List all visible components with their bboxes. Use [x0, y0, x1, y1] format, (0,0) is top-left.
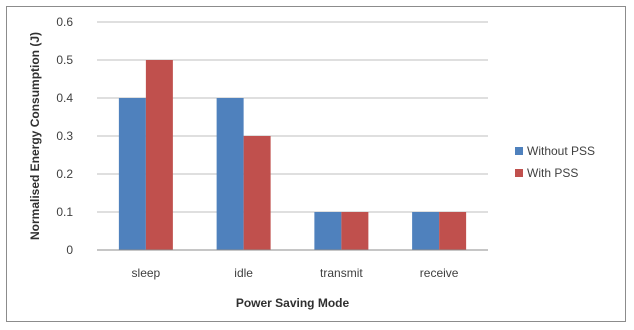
y-tick-label: 0.1 [56, 205, 73, 219]
x-tick-labels: sleep idle transmit receive [132, 266, 459, 280]
y-axis-title: Normalised Energy Consumption (J) [28, 32, 42, 240]
bar-without-pss-receive [412, 212, 440, 250]
bar-without-pss-sleep [118, 98, 146, 250]
legend-swatch [515, 147, 523, 155]
bar-without-pss-idle [216, 98, 244, 250]
y-tick-label: 0.6 [56, 15, 73, 29]
y-tick-label: 0.3 [56, 129, 73, 143]
y-tick-label: 0.4 [56, 91, 73, 105]
x-tick-label: transmit [320, 266, 363, 280]
bar-with-pss-receive [439, 212, 467, 250]
bar-with-pss-idle [243, 136, 271, 250]
y-tick-labels: 0 0.1 0.2 0.3 0.4 0.5 0.6 [56, 15, 73, 257]
legend-label: With PSS [527, 166, 578, 180]
x-tick-label: receive [420, 266, 459, 280]
legend-label: Without PSS [527, 144, 595, 158]
bar-with-pss-sleep [145, 60, 173, 250]
y-tick-label: 0.2 [56, 167, 73, 181]
bar-with-pss-transmit [341, 212, 369, 250]
x-tick-label: sleep [132, 266, 161, 280]
bars [118, 60, 467, 250]
legend: Without PSS With PSS [515, 144, 595, 180]
y-tick-label: 0.5 [56, 53, 73, 67]
y-tick-label: 0 [66, 243, 73, 257]
x-axis-title: Power Saving Mode [236, 296, 350, 310]
legend-swatch [515, 169, 523, 177]
bar-without-pss-transmit [314, 212, 342, 250]
x-tick-label: idle [234, 266, 253, 280]
chart-frame [6, 6, 626, 322]
